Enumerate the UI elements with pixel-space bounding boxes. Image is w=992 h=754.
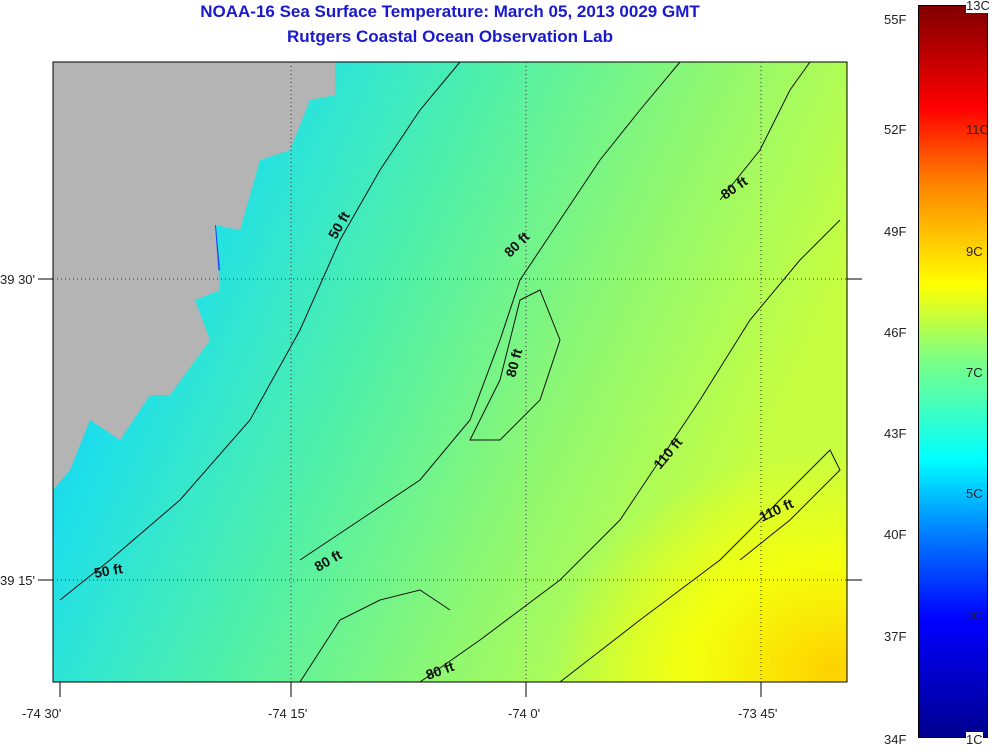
colorbar-c-label: 3C <box>966 608 983 623</box>
colorbar-c-label: 1C <box>966 732 983 747</box>
lon-label: -74 15' <box>268 706 308 721</box>
axis-ticks <box>38 278 862 697</box>
bathymetry-contours <box>59 61 841 683</box>
map-title: NOAA-16 Sea Surface Temperature: March 0… <box>200 2 700 21</box>
colorbar-f-label: 55F <box>884 12 907 27</box>
land-mass <box>53 62 335 490</box>
colorbar-c-label: 13C <box>966 0 990 13</box>
colorbar-c-label: 11C <box>966 122 989 137</box>
lon-label: -73 45' <box>738 706 778 721</box>
map-frame <box>52 61 848 683</box>
colorbar-c-label: 5C <box>966 486 983 501</box>
colorbar-f-label: 34F <box>884 732 907 747</box>
colorbar-f-label: 43F <box>884 426 907 441</box>
colorbar-c-label: 7C <box>966 365 983 380</box>
colorbar-f-label: 46F <box>884 325 907 340</box>
grid-lines <box>53 62 847 682</box>
lat-label: 39 15' <box>0 573 36 588</box>
colorbar-c-label: 9C <box>966 244 983 259</box>
temperature-colorbar <box>918 5 988 738</box>
map-subtitle: Rutgers Coastal Ocean Observation Lab <box>287 27 613 46</box>
lat-label: 39 30' <box>0 272 36 287</box>
colorbar-f-label: 37F <box>884 629 907 644</box>
lon-label: -74 0' <box>508 706 541 721</box>
colorbar-f-label: 52F <box>884 122 907 137</box>
lon-label: -74 30' <box>22 706 62 721</box>
contour-label: 50 ft <box>93 560 124 581</box>
colorbar-f-label: 40F <box>884 527 907 542</box>
contour-label: 80 ft <box>502 347 525 379</box>
colorbar-f-label: 49F <box>884 224 907 239</box>
